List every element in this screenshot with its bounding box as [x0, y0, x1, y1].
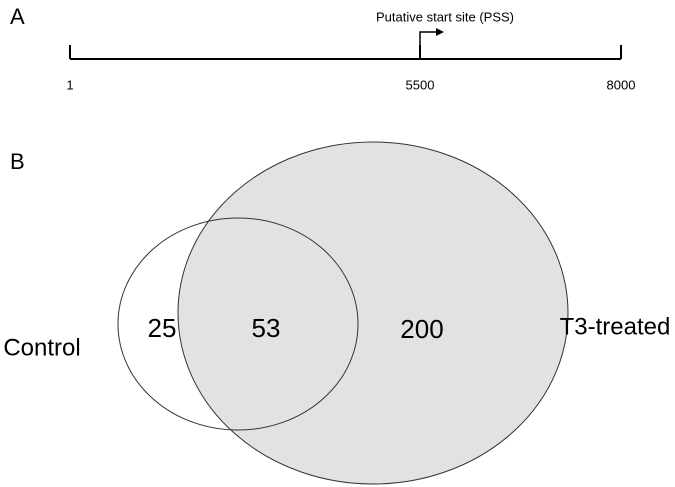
tick-label: 5500 — [406, 77, 435, 92]
overlap-count: 53 — [252, 313, 281, 343]
t3-set — [177, 141, 569, 485]
panel-label: A — [10, 4, 25, 29]
set-count: 25 — [148, 313, 177, 343]
set-label: T3-treated — [560, 313, 671, 340]
annotation: Putative start site (PSS) — [376, 9, 514, 24]
set-count: 200 — [400, 314, 443, 344]
arrow-head — [436, 28, 444, 36]
panel-label: B — [10, 149, 25, 174]
start-arrow — [419, 31, 438, 45]
set-label: Control — [3, 334, 80, 361]
panel-a: A Putative start site (PSS) 1 5500 8000 — [10, 4, 635, 93]
tick-label: 1 — [66, 77, 73, 92]
panel-b: B 25 53 200 Control T3-treated — [3, 141, 671, 485]
tick-label: 8000 — [607, 77, 636, 92]
control-set — [117, 217, 359, 431]
